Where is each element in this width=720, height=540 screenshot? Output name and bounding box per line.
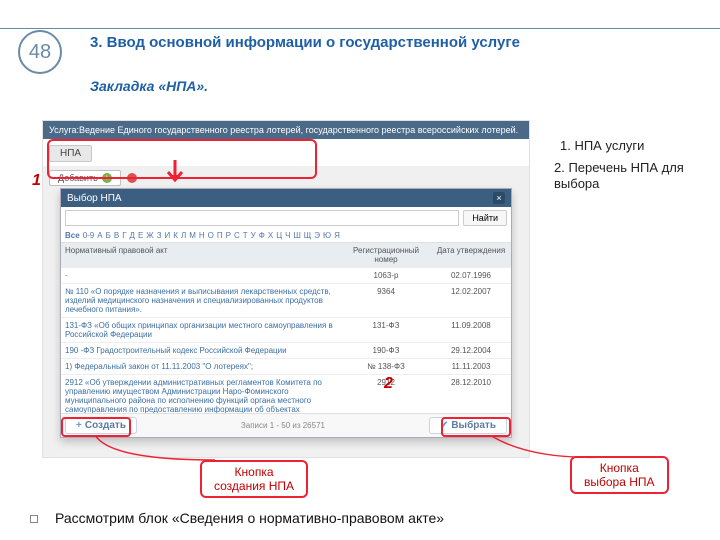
alpha-item[interactable]: Ц bbox=[276, 231, 282, 240]
add-button-label: Добавить bbox=[58, 173, 98, 183]
cell-reg: 131-ФЗ bbox=[341, 318, 431, 342]
cell-reg: 1063-р bbox=[341, 268, 431, 283]
table-row[interactable]: № 110 «О порядке назначения и выписывани… bbox=[61, 283, 511, 317]
alpha-item[interactable]: А bbox=[97, 231, 102, 240]
marker-2: 2 bbox=[384, 375, 393, 393]
alpha-item[interactable]: Е bbox=[138, 231, 143, 240]
alpha-item[interactable]: Щ bbox=[304, 231, 312, 240]
alpha-item[interactable]: З bbox=[157, 231, 162, 240]
alpha-item[interactable]: Т bbox=[243, 231, 248, 240]
toolbar: Добавить + bbox=[43, 166, 529, 190]
cell-name: - bbox=[61, 268, 341, 283]
alpha-item[interactable]: И bbox=[165, 231, 171, 240]
alpha-filter: Все0-9АБВГДЕЖЗИКЛМНОПРСТУФХЦЧШЩЭЮЯ bbox=[61, 229, 511, 243]
callout-create: Кнопка создания НПА bbox=[200, 460, 308, 498]
alpha-item[interactable]: Х bbox=[268, 231, 273, 240]
alpha-item[interactable]: Р bbox=[226, 231, 231, 240]
cell-name: 131-ФЗ «Об общих принципах организации м… bbox=[61, 318, 341, 342]
add-button[interactable]: Добавить + bbox=[49, 170, 121, 186]
plus-icon: + bbox=[102, 173, 112, 183]
slide-number-badge: 48 bbox=[18, 30, 62, 74]
cell-date: 28.12.2010 bbox=[431, 375, 511, 413]
annotation-1: 1. НПА услуги bbox=[560, 138, 644, 153]
alpha-item[interactable]: Л bbox=[181, 231, 186, 240]
search-row: Найти bbox=[61, 207, 511, 229]
alpha-item[interactable]: П bbox=[217, 231, 223, 240]
alpha-item[interactable]: М bbox=[189, 231, 196, 240]
close-icon[interactable]: × bbox=[493, 192, 505, 204]
record-count: Записи 1 - 50 из 26571 bbox=[241, 421, 325, 430]
marker-1: 1 bbox=[32, 172, 41, 190]
alpha-item[interactable]: Ч bbox=[285, 231, 290, 240]
alpha-item[interactable]: Б bbox=[106, 231, 111, 240]
alpha-item[interactable]: Н bbox=[199, 231, 205, 240]
cell-reg: 190-ФЗ bbox=[341, 343, 431, 358]
alpha-item[interactable]: Д bbox=[130, 231, 135, 240]
check-icon: ✔ bbox=[440, 420, 448, 431]
alpha-item[interactable]: Г bbox=[122, 231, 126, 240]
cell-date: 29.12.2004 bbox=[431, 343, 511, 358]
alpha-item[interactable]: У bbox=[251, 231, 256, 240]
remove-icon[interactable] bbox=[127, 173, 137, 183]
alpha-item[interactable]: Э bbox=[314, 231, 320, 240]
page-subtitle: Закладка «НПА». bbox=[90, 78, 208, 94]
find-button[interactable]: Найти bbox=[463, 210, 507, 226]
bullet-icon bbox=[30, 515, 38, 523]
select-button[interactable]: ✔ Выбрать bbox=[429, 417, 507, 434]
table-row[interactable]: 1) Федеральный закон от 11.11.2003 "О ло… bbox=[61, 358, 511, 374]
alpha-item[interactable]: К bbox=[173, 231, 178, 240]
alpha-item[interactable]: Все bbox=[65, 231, 80, 240]
cell-name: № 110 «О порядке назначения и выписывани… bbox=[61, 284, 341, 317]
table-row[interactable]: -1063-р02.07.1996 bbox=[61, 267, 511, 283]
header-divider bbox=[0, 28, 720, 29]
window-title: Услуга:Ведение Единого государственного … bbox=[43, 121, 529, 139]
cell-name: 2912 «Об утверждении административных ре… bbox=[61, 375, 341, 413]
page-title: 3. Ввод основной информации о государств… bbox=[90, 34, 570, 53]
dialog-titlebar: Выбор НПА × bbox=[61, 189, 511, 207]
create-button-label: Создать bbox=[85, 420, 126, 431]
cell-date: 11.11.2003 bbox=[431, 359, 511, 374]
dialog-title: Выбор НПА bbox=[67, 193, 122, 204]
npa-table: Нормативный правовой акт Регистрационный… bbox=[61, 243, 511, 413]
cell-date: 11.09.2008 bbox=[431, 318, 511, 342]
cell-reg: № 138-ФЗ bbox=[341, 359, 431, 374]
col-reg: Регистрационный номер bbox=[341, 243, 431, 267]
callout-select: Кнопка выбора НПА bbox=[570, 456, 669, 494]
alpha-item[interactable]: В bbox=[114, 231, 119, 240]
tab-strip: НПА bbox=[43, 139, 529, 166]
alpha-item[interactable]: Ш bbox=[293, 231, 300, 240]
col-name: Нормативный правовой акт bbox=[61, 243, 341, 267]
select-npa-dialog: Выбор НПА × Найти Все0-9АБВГДЕЖЗИКЛМНОПР… bbox=[60, 188, 512, 438]
alpha-item[interactable]: Ж bbox=[146, 231, 153, 240]
create-button[interactable]: + Создать bbox=[65, 417, 137, 434]
alpha-item[interactable]: Я bbox=[334, 231, 340, 240]
table-row[interactable]: 2912 «Об утверждении административных ре… bbox=[61, 374, 511, 413]
dialog-footer: + Создать Записи 1 - 50 из 26571 ✔ Выбра… bbox=[61, 413, 511, 437]
select-button-label: Выбрать bbox=[451, 420, 496, 431]
table-row[interactable]: 131-ФЗ «Об общих принципах организации м… bbox=[61, 317, 511, 342]
tab-npa[interactable]: НПА bbox=[49, 145, 92, 162]
cell-name: 1) Федеральный закон от 11.11.2003 "О ло… bbox=[61, 359, 341, 374]
cell-reg: 9364 bbox=[341, 284, 431, 317]
table-row[interactable]: 190 -ФЗ Градостроительный кодекс Российс… bbox=[61, 342, 511, 358]
cell-name: 190 -ФЗ Градостроительный кодекс Российс… bbox=[61, 343, 341, 358]
alpha-item[interactable]: Ю bbox=[323, 231, 331, 240]
alpha-item[interactable]: С bbox=[234, 231, 240, 240]
search-input[interactable] bbox=[65, 210, 459, 226]
footer-text: Рассмотрим блок «Сведения о нормативно-п… bbox=[55, 510, 444, 526]
alpha-item[interactable]: О bbox=[208, 231, 214, 240]
plus-icon: + bbox=[76, 420, 82, 431]
alpha-item[interactable]: Ф bbox=[259, 231, 265, 240]
col-date: Дата утверждения bbox=[431, 243, 511, 267]
table-header: Нормативный правовой акт Регистрационный… bbox=[61, 243, 511, 267]
cell-date: 02.07.1996 bbox=[431, 268, 511, 283]
cell-date: 12.02.2007 bbox=[431, 284, 511, 317]
annotation-2: 2. Перечень НПА для выбора bbox=[554, 160, 704, 191]
alpha-item[interactable]: 0-9 bbox=[83, 231, 95, 240]
